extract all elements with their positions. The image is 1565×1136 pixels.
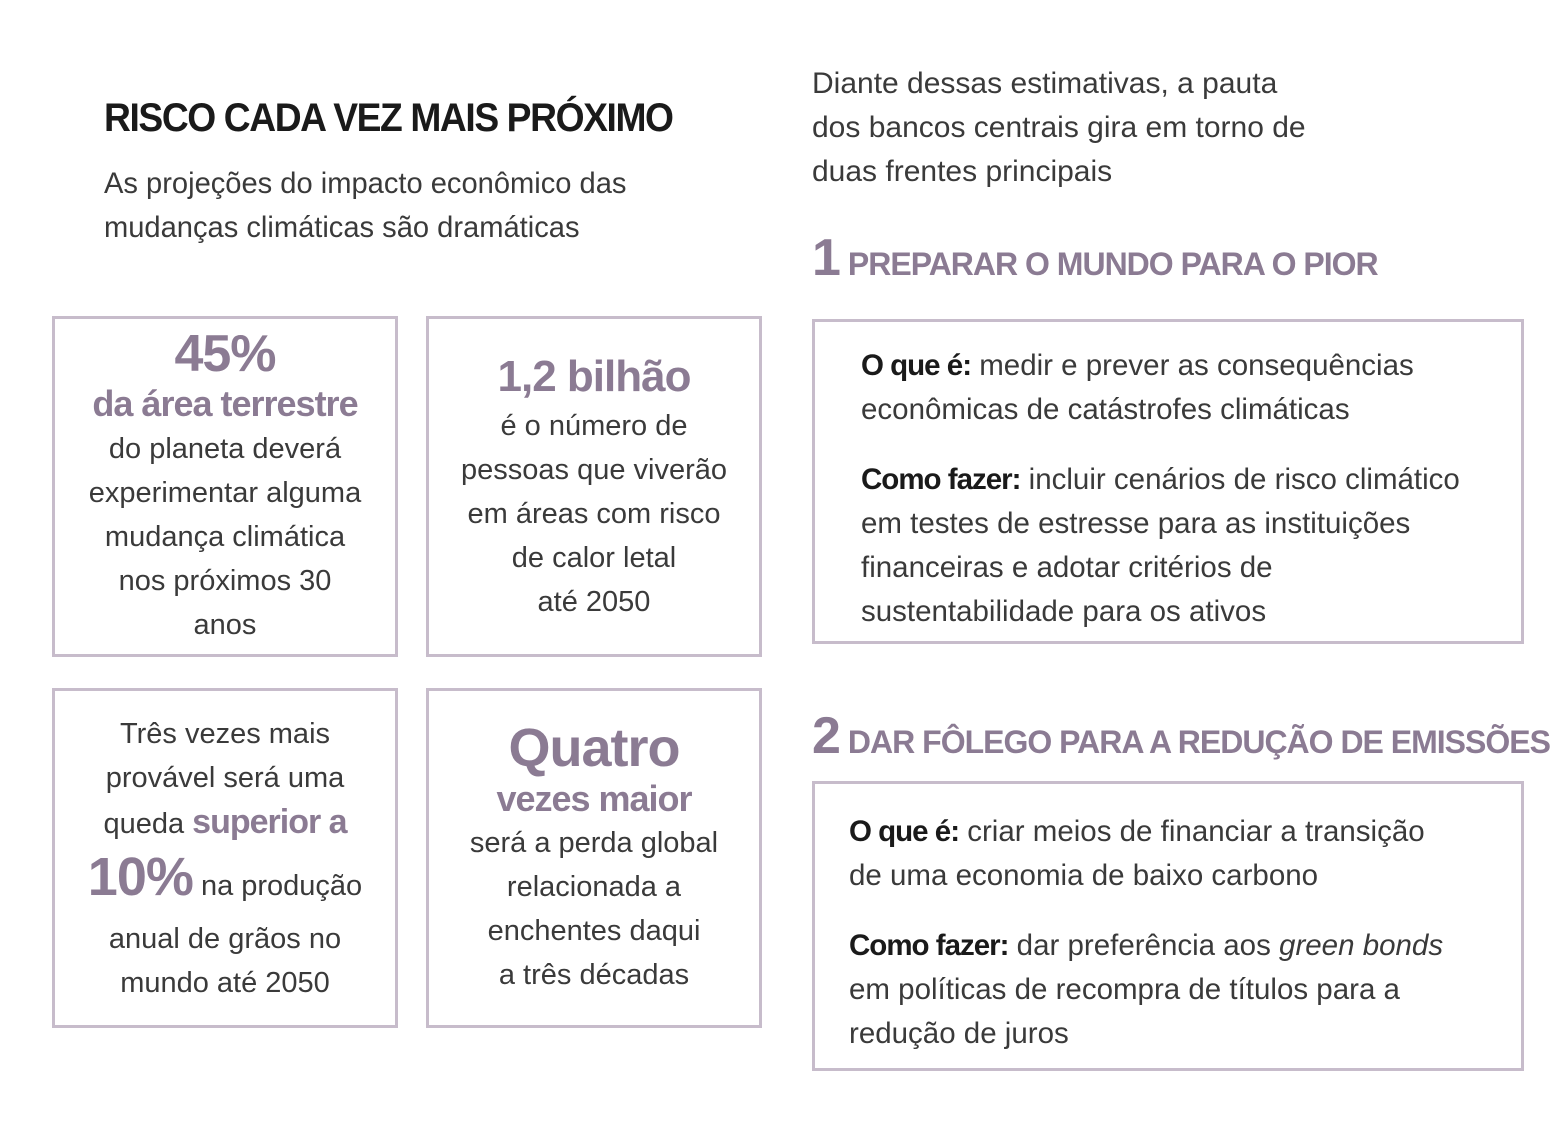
- stat-text-segment: na produção: [192, 869, 363, 902]
- section-title: PREPARAR O MUNDO PARA O PIOR: [847, 246, 1379, 282]
- stat-line: mundo até 2050: [120, 966, 330, 999]
- how-line: sustentabilidade para os ativos: [861, 595, 1267, 628]
- stat-line: do planeta deverá: [108, 432, 342, 465]
- stat-line: enchentes daqui: [487, 915, 701, 947]
- stat-box-people: 1,2 bilhão é o número de pessoas que viv…: [426, 316, 762, 657]
- stat-line: a três décadas: [498, 959, 690, 991]
- section-2-heading: 2 DAR FÔLEGO PARA A REDUÇÃO DE EMISSÕES: [812, 706, 1551, 766]
- stat-value: 10%: [87, 846, 194, 907]
- how-line: financeiras e adotar critérios de: [861, 551, 1273, 584]
- stat-highlight: vezes maior: [496, 778, 692, 819]
- section-title: DAR FÔLEGO PARA A REDUÇÃO DE EMISSÕES: [847, 724, 1551, 760]
- stat-line: será a perda global: [469, 827, 719, 859]
- stat-line: pessoas que viverão: [461, 453, 727, 486]
- section-1-heading: 1 PREPARAR O MUNDO PARA O PIOR: [812, 228, 1512, 288]
- stat-highlight: da área terrestre: [92, 382, 358, 424]
- section-number: 2: [812, 707, 841, 765]
- what-line: O que é: medir e prever as consequências: [861, 344, 1521, 388]
- how-line: redução de juros: [849, 1017, 1069, 1050]
- how-line: Como fazer: dar preferência aos green bo…: [849, 924, 1521, 968]
- section-number: 1: [812, 229, 841, 287]
- stat-line: queda superior a: [103, 800, 347, 846]
- how-text-italic: green bonds: [1279, 929, 1444, 962]
- stat-line: de calor letal: [511, 541, 677, 574]
- stat-line: 10% na produção: [88, 846, 362, 917]
- page-subtitle: As projeções do impacto econômico das mu…: [104, 162, 744, 250]
- how-label: Como fazer:: [849, 929, 1009, 962]
- stat-value: Quatro: [508, 718, 680, 778]
- what-text: criar meios de financiar a transição: [959, 815, 1425, 848]
- intro-line: dos bancos centrais gira em torno de: [812, 111, 1306, 144]
- stat-line: é o número de: [500, 409, 688, 442]
- stat-value: 1,2 bilhão: [497, 351, 692, 401]
- intro-line: duas frentes principais: [812, 155, 1113, 188]
- stat-box-floods: Quatro vezes maior será a perda global r…: [426, 688, 762, 1028]
- how-line: Como fazer: incluir cenários de risco cl…: [861, 458, 1521, 502]
- how-line: em testes de estresse para as instituiçõ…: [861, 507, 1411, 540]
- subtitle-line: As projeções do impacto econômico das: [104, 167, 627, 200]
- stat-line: em áreas com risco: [467, 497, 721, 530]
- subtitle-line: mudanças climáticas são dramáticas: [104, 211, 580, 244]
- stat-highlight: superior a: [192, 802, 347, 841]
- stat-box-grain: Três vezes mais provável será uma queda …: [52, 688, 398, 1028]
- intro-line: Diante dessas estimativas, a pauta: [812, 67, 1278, 100]
- what-line: de uma economia de baixo carbono: [849, 859, 1319, 892]
- what-text: medir e prever as consequências: [971, 349, 1414, 382]
- how-line: em políticas de recompra de títulos para…: [849, 973, 1400, 1006]
- stat-line: provável será uma: [105, 761, 345, 794]
- intro-text: Diante dessas estimativas, a pauta dos b…: [812, 62, 1372, 194]
- how-text: dar preferência aos: [1008, 929, 1280, 962]
- stat-line: relacionada a: [506, 871, 682, 903]
- stat-value: 45%: [174, 324, 276, 383]
- stat-line: nos próximos 30: [118, 564, 332, 597]
- section-2-panel: O que é: criar meios de financiar a tran…: [812, 781, 1524, 1071]
- stat-box-land-area: 45% da área terrestre do planeta deverá …: [52, 316, 398, 657]
- stat-line: anos: [193, 608, 257, 641]
- section-1-panel: O que é: medir e prever as consequências…: [812, 319, 1524, 644]
- stat-line: anual de grãos no: [108, 922, 342, 955]
- what-line: O que é: criar meios de financiar a tran…: [849, 810, 1521, 854]
- stat-line: até 2050: [537, 585, 651, 618]
- how-text: incluir cenários de risco climático: [1020, 463, 1460, 496]
- how-label: Como fazer:: [861, 463, 1021, 496]
- what-label: O que é:: [849, 815, 960, 848]
- what-line: econômicas de catástrofes climáticas: [861, 393, 1350, 426]
- stat-text-segment: queda: [103, 807, 193, 840]
- what-label: O que é:: [861, 349, 972, 382]
- stat-line: Três vezes mais: [119, 717, 331, 750]
- stat-line: experimentar alguma: [88, 476, 362, 509]
- page-title: RISCO CADA VEZ MAIS PRÓXIMO: [104, 96, 674, 140]
- stat-line: mudança climática: [104, 520, 346, 553]
